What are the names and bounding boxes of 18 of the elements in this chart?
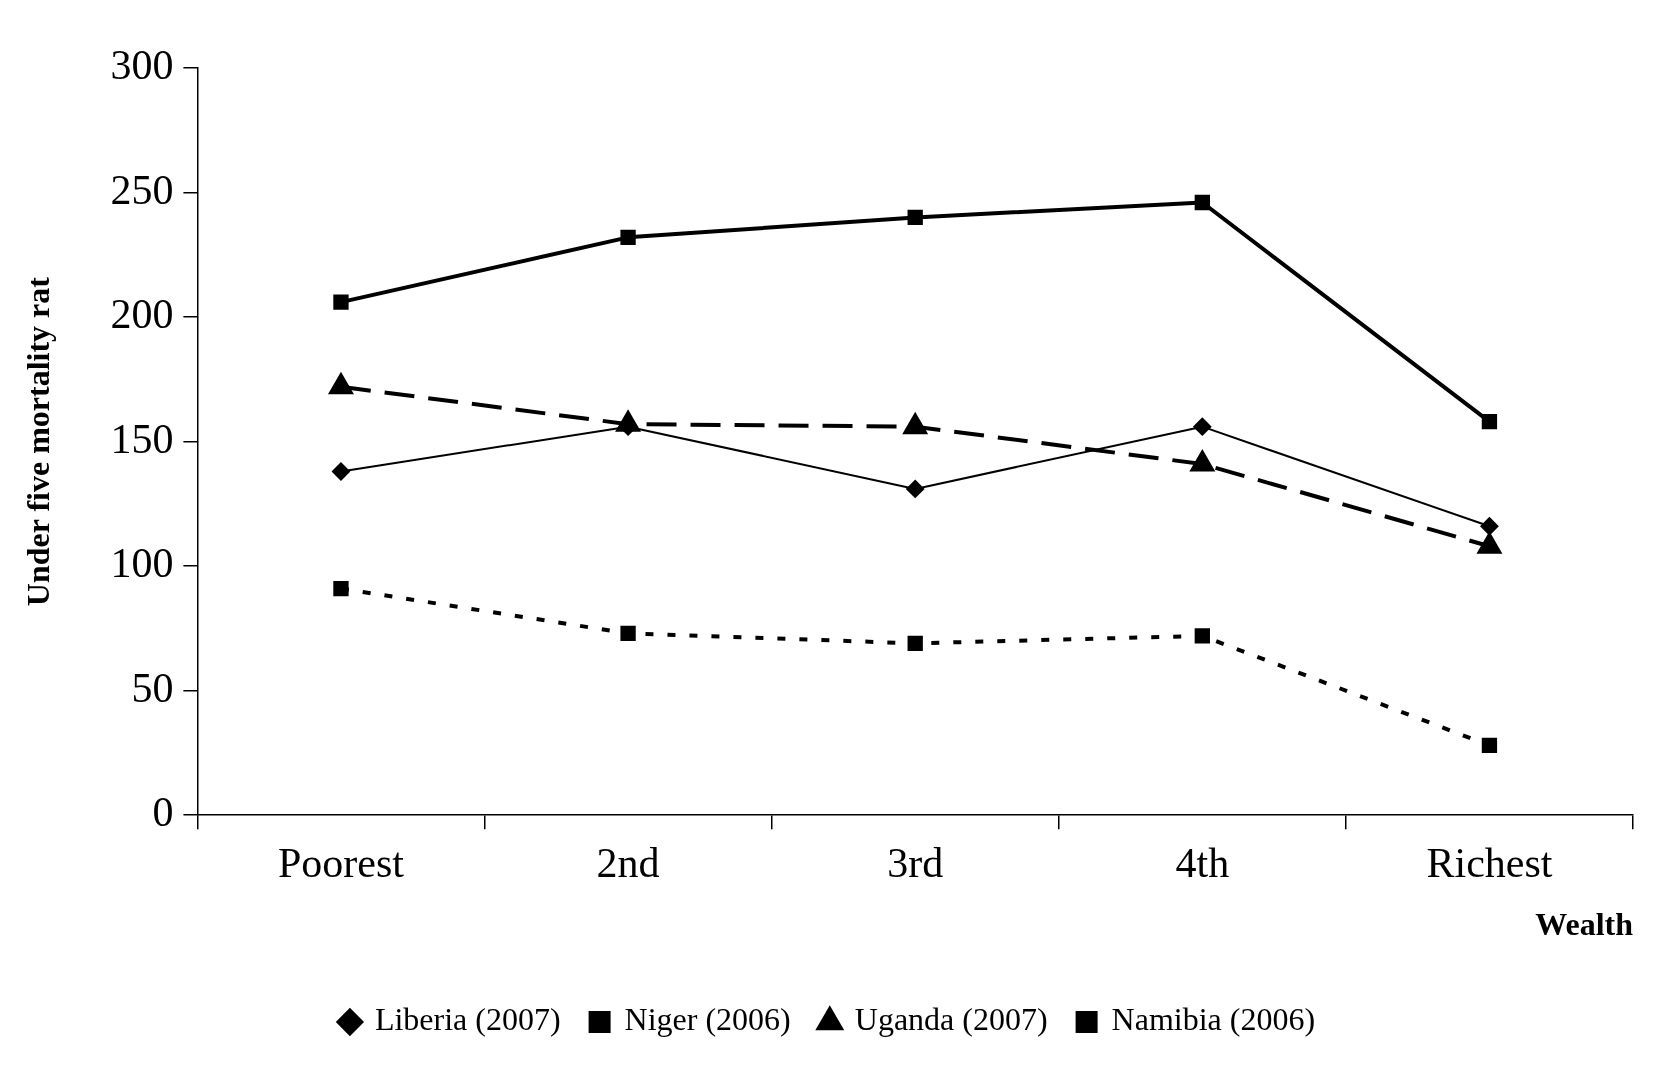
x-tick-label: 2nd <box>596 840 660 887</box>
y-tick-label: 0 <box>152 789 174 836</box>
y-tick-label: 300 <box>110 42 174 89</box>
x-tick-label: 3rd <box>887 840 944 887</box>
y-axis-title: Under five mortality rat <box>20 276 57 607</box>
legend-label: Liberia (2007) <box>374 1001 561 1038</box>
y-tick-label: 200 <box>110 291 174 338</box>
x-axis-title: Wealth <box>1535 906 1634 943</box>
y-tick-label: 250 <box>110 166 174 213</box>
x-tick-label: Richest <box>1426 840 1553 887</box>
x-tick-label: Poorest <box>277 840 405 887</box>
y-tick-label: 50 <box>131 664 174 711</box>
legend-label: Niger (2006) <box>624 1001 791 1038</box>
legend-label: Namibia (2006) <box>1111 1001 1316 1038</box>
x-tick-label: 4th <box>1175 840 1230 887</box>
y-tick-label: 100 <box>110 540 174 587</box>
y-tick-label: 150 <box>110 415 174 462</box>
legend-label: Uganda (2007) <box>854 1001 1048 1038</box>
